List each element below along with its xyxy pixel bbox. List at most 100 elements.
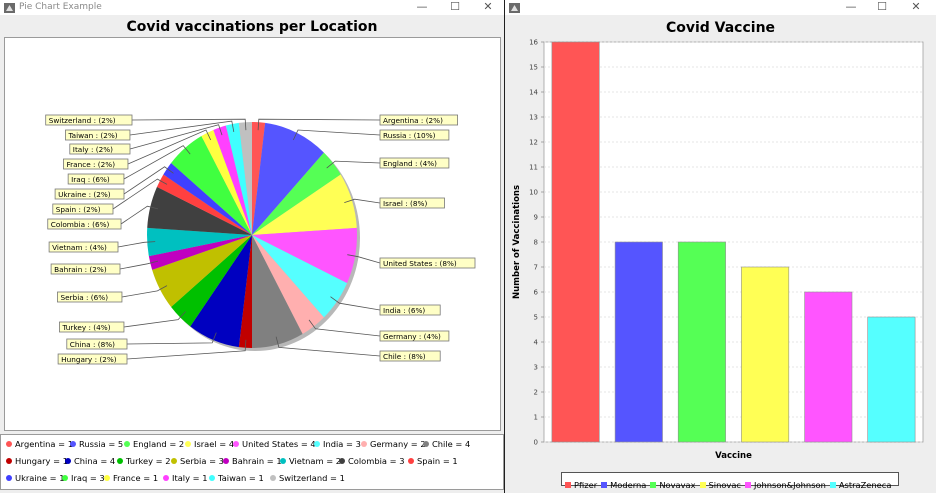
legend-item: Pfizer (565, 479, 597, 491)
y-axis-label: Number of Vaccinations (512, 185, 522, 299)
slice-label-box (48, 241, 119, 253)
pie-slice-switzerland[interactable] (238, 121, 252, 235)
legend-label: Turkey = 2 (126, 456, 171, 466)
legend-label: Vietnam = 2 (289, 456, 342, 466)
legend-label: United States = 4 (242, 439, 316, 449)
pie-slice-india[interactable] (252, 235, 348, 318)
y-tick-label: 0 (534, 439, 538, 447)
slice-label: Colombia : (6%) (51, 220, 110, 229)
slice-label-box (379, 257, 476, 269)
pie-slice-italy[interactable] (213, 125, 252, 235)
pie-slice-turkey[interactable] (171, 235, 252, 327)
slice-label-box (54, 188, 125, 200)
pie-slice-chile[interactable] (252, 235, 303, 348)
slice-label-box (66, 338, 128, 350)
pie-slice-bahrain[interactable] (148, 235, 252, 270)
legend-color-dot (233, 441, 239, 447)
legend-color-square (699, 482, 706, 488)
bar-chart-window: — ☐ ✕ Covid Vaccine 0 1 2 3 4 5 6 7 8 9 10 11 12 13 14… (505, 0, 936, 493)
legend-label: Switzerland = 1 (279, 473, 345, 483)
minimize-button[interactable]: — (416, 0, 428, 13)
title-bar[interactable]: — ☐ ✕ (505, 0, 936, 15)
minimize-button[interactable]: — (845, 0, 857, 13)
legend-label: Germany = 2 (370, 439, 426, 449)
pie-slice-england[interactable] (252, 152, 341, 235)
legend-label: Italy = 1 (172, 473, 208, 483)
slice-label-box (65, 129, 131, 141)
slice-label: Israel : (8%) (383, 199, 427, 208)
legend-item: Italy = 1 (163, 473, 208, 484)
bar-johnson-johnson[interactable] (804, 291, 853, 443)
legend-color-square (650, 482, 657, 488)
pie-slice-russia[interactable] (252, 122, 324, 235)
pie-slice-germany[interactable] (252, 235, 324, 335)
slice-label-box (379, 114, 458, 126)
slice-label: Germany : (4%) (383, 332, 441, 341)
pie-slice-iraq[interactable] (171, 135, 252, 235)
legend-label: China = 4 (74, 456, 116, 466)
legend-label: Israel = 4 (194, 439, 235, 449)
legend-item: Johnson&Johnson (744, 479, 826, 491)
slice-label: England : (4%) (383, 159, 437, 168)
pie-slice-united-states[interactable] (252, 227, 357, 284)
pie-slice-colombia[interactable] (147, 186, 252, 235)
slice-label-box (69, 143, 131, 155)
slice-label-box (47, 218, 122, 230)
label-leader-line (129, 120, 235, 136)
slice-label-box (57, 291, 123, 303)
legend-color-dot (62, 475, 68, 481)
slice-label-box (52, 203, 114, 215)
pie-slice-taiwan[interactable] (225, 122, 252, 235)
label-leader-line (292, 129, 381, 141)
label-leader-line (129, 124, 223, 150)
bar-novavax[interactable] (677, 241, 726, 443)
y-tick-label: 16 (529, 39, 538, 47)
legend-color-dot (361, 441, 367, 447)
maximize-button[interactable]: ☐ (877, 0, 887, 13)
legend-label: Hungary = 1 (15, 456, 68, 466)
bar-moderna[interactable] (614, 241, 663, 443)
pie-slice-argentina[interactable] (252, 121, 266, 235)
legend-label: Novavax (659, 480, 696, 490)
java-app-icon (509, 3, 520, 13)
pie-slice-serbia[interactable] (152, 235, 252, 308)
slice-label: Vietnam : (4%) (52, 243, 107, 252)
pie-slice-vietnam[interactable] (147, 227, 252, 257)
legend-item: Switzerland = 1 (270, 473, 345, 484)
legend-label: France = 1 (113, 473, 159, 483)
slice-label: Iraq : (6%) (71, 175, 110, 184)
bar-sinovac[interactable] (741, 266, 790, 443)
legend-item: Argentina = 1 (6, 439, 73, 450)
close-button[interactable]: ✕ (911, 0, 921, 13)
pie-slice-ukraine[interactable] (163, 162, 252, 235)
pie-slice-israel[interactable] (252, 174, 357, 235)
slice-label-box (379, 197, 445, 209)
legend-item: Israel = 4 (185, 439, 234, 450)
pie-slice-france[interactable] (201, 129, 252, 235)
slice-label: Taiwan : (2%) (67, 131, 117, 140)
title-bar[interactable]: Pie Chart Example — ☐ ✕ (0, 0, 504, 15)
legend-color-dot (171, 458, 177, 464)
slice-label-box (379, 129, 450, 141)
pie-slice-spain[interactable] (156, 174, 252, 235)
bar-astrazeneca[interactable] (867, 316, 916, 443)
slice-label: Switzerland : (2%) (49, 116, 116, 125)
label-leader-line (308, 319, 381, 337)
legend-label: Colombia = 3 (348, 456, 405, 466)
bar-pfizer[interactable] (551, 41, 600, 443)
pie-slice-hungary[interactable] (238, 235, 252, 348)
label-leader-line (127, 129, 212, 165)
slice-label: France : (2%) (66, 160, 115, 169)
y-tick-label: 7 (534, 264, 538, 272)
legend-color-dot (408, 458, 414, 464)
legend-color-square (744, 482, 751, 488)
maximize-button[interactable]: ☐ (450, 0, 460, 13)
close-button[interactable]: ✕ (483, 0, 493, 13)
pie-slice-china[interactable] (190, 235, 252, 348)
slice-label-box (59, 321, 125, 333)
y-tick-label: 15 (529, 64, 538, 72)
bar-chart-title: Covid Vaccine (665, 20, 776, 36)
legend-label: India = 3 (323, 439, 361, 449)
java-app-icon (4, 3, 15, 13)
slice-label: Argentina : (2%) (383, 116, 443, 125)
